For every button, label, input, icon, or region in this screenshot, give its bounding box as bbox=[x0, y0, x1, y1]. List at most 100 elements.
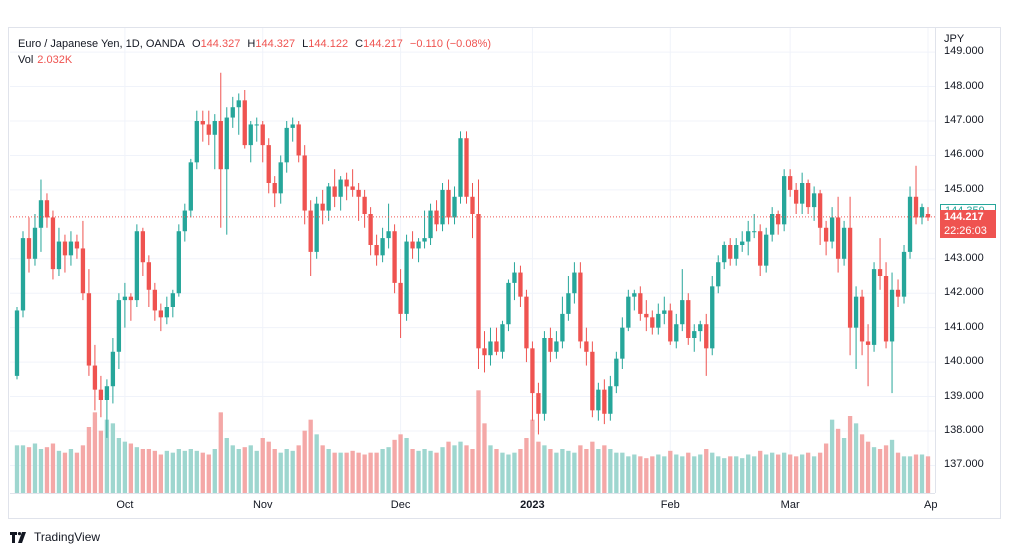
candle[interactable] bbox=[422, 210, 427, 249]
candle[interactable] bbox=[716, 255, 721, 294]
candle[interactable] bbox=[344, 172, 349, 201]
candle[interactable] bbox=[290, 117, 295, 142]
candle[interactable] bbox=[668, 303, 673, 345]
candle[interactable] bbox=[452, 186, 457, 225]
candle[interactable] bbox=[56, 227, 62, 276]
candle[interactable] bbox=[608, 375, 613, 421]
candle[interactable] bbox=[841, 220, 847, 266]
candle[interactable] bbox=[404, 234, 409, 321]
candle[interactable] bbox=[536, 382, 541, 435]
candle[interactable] bbox=[560, 296, 565, 349]
candle[interactable] bbox=[32, 214, 38, 266]
candle[interactable] bbox=[74, 234, 80, 259]
candle[interactable] bbox=[182, 203, 187, 242]
candle[interactable] bbox=[811, 186, 817, 221]
candle[interactable] bbox=[224, 107, 229, 235]
candle[interactable] bbox=[632, 289, 637, 311]
candle[interactable] bbox=[476, 179, 481, 369]
legend-vol-label[interactable]: Vol bbox=[18, 54, 34, 66]
candle[interactable] bbox=[871, 262, 877, 352]
candle[interactable] bbox=[925, 207, 931, 221]
candle[interactable] bbox=[128, 293, 134, 321]
candle[interactable] bbox=[488, 327, 493, 366]
candle[interactable] bbox=[829, 207, 835, 249]
candle[interactable] bbox=[542, 331, 547, 421]
candle[interactable] bbox=[458, 131, 463, 204]
candle[interactable] bbox=[895, 279, 901, 307]
candle[interactable] bbox=[776, 210, 781, 235]
candle[interactable] bbox=[98, 375, 104, 418]
candle[interactable] bbox=[883, 262, 889, 349]
candle[interactable] bbox=[566, 276, 571, 321]
candle[interactable] bbox=[494, 327, 499, 356]
candle[interactable] bbox=[662, 296, 667, 325]
candle[interactable] bbox=[554, 331, 559, 359]
candle[interactable] bbox=[350, 169, 355, 197]
candle[interactable] bbox=[236, 93, 241, 135]
candle[interactable] bbox=[482, 331, 487, 373]
candle[interactable] bbox=[62, 234, 68, 273]
candle[interactable] bbox=[835, 196, 841, 273]
candle[interactable] bbox=[734, 238, 739, 266]
candle[interactable] bbox=[380, 227, 385, 263]
candle[interactable] bbox=[416, 238, 421, 263]
candle[interactable] bbox=[230, 96, 235, 128]
candle[interactable] bbox=[764, 227, 769, 273]
candle[interactable] bbox=[782, 169, 787, 232]
candle[interactable] bbox=[206, 110, 211, 146]
candle[interactable] bbox=[368, 207, 373, 256]
candle[interactable] bbox=[434, 200, 439, 232]
candle[interactable] bbox=[614, 351, 619, 394]
candle[interactable] bbox=[428, 203, 433, 245]
candle[interactable] bbox=[853, 286, 859, 369]
candle[interactable] bbox=[80, 220, 86, 301]
candle[interactable] bbox=[86, 269, 92, 376]
candle[interactable] bbox=[823, 220, 829, 256]
candle[interactable] bbox=[787, 169, 793, 197]
candle[interactable] bbox=[188, 158, 193, 218]
candle[interactable] bbox=[865, 324, 871, 387]
candle[interactable] bbox=[374, 234, 379, 266]
candle[interactable] bbox=[626, 289, 631, 332]
candle[interactable] bbox=[116, 293, 122, 369]
candle[interactable] bbox=[356, 183, 361, 221]
candle[interactable] bbox=[817, 189, 823, 245]
candle[interactable] bbox=[194, 110, 199, 170]
price-axis[interactable] bbox=[935, 28, 1001, 493]
candle[interactable] bbox=[308, 200, 313, 276]
candle[interactable] bbox=[218, 72, 223, 228]
candle[interactable] bbox=[877, 238, 883, 290]
candle[interactable] bbox=[859, 289, 865, 356]
candle[interactable] bbox=[410, 231, 415, 259]
candle[interactable] bbox=[20, 231, 26, 318]
candle[interactable] bbox=[799, 172, 805, 214]
candle[interactable] bbox=[398, 269, 403, 338]
candle[interactable] bbox=[440, 183, 445, 232]
candle[interactable] bbox=[602, 379, 607, 425]
candle[interactable] bbox=[146, 255, 152, 307]
candle[interactable] bbox=[907, 186, 913, 259]
candle[interactable] bbox=[26, 217, 32, 273]
candle[interactable] bbox=[386, 203, 391, 249]
candle[interactable] bbox=[901, 245, 907, 304]
candle[interactable] bbox=[710, 276, 715, 356]
candle[interactable] bbox=[392, 224, 397, 294]
candle[interactable] bbox=[140, 227, 146, 276]
candle[interactable] bbox=[656, 303, 661, 335]
candle[interactable] bbox=[674, 313, 679, 349]
candle[interactable] bbox=[847, 196, 853, 356]
candle[interactable] bbox=[212, 114, 217, 170]
candle[interactable] bbox=[278, 155, 283, 204]
candle[interactable] bbox=[266, 138, 271, 194]
candle[interactable] bbox=[740, 231, 745, 252]
candle[interactable] bbox=[758, 224, 763, 276]
candle[interactable] bbox=[650, 310, 655, 335]
candle[interactable] bbox=[692, 324, 697, 352]
candle[interactable] bbox=[524, 289, 529, 363]
candle[interactable] bbox=[68, 231, 74, 266]
candle[interactable] bbox=[704, 313, 709, 376]
candle[interactable] bbox=[296, 121, 301, 163]
candle[interactable] bbox=[170, 289, 175, 318]
candle[interactable] bbox=[248, 121, 253, 163]
candle[interactable] bbox=[746, 220, 751, 256]
